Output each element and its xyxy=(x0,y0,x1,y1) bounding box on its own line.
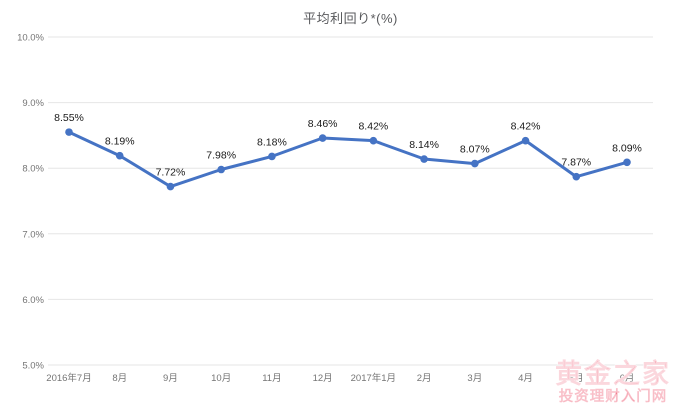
chart-title: 平均利回り*(%) xyxy=(303,11,398,26)
data-point[interactable] xyxy=(318,134,327,142)
x-axis-label: 6月 xyxy=(620,373,635,384)
x-axis-label: 5月 xyxy=(569,373,584,384)
y-axis-tick-label: 8.0% xyxy=(22,164,44,175)
data-point-label: 8.42% xyxy=(358,121,388,133)
y-axis-tick-label: 6.0% xyxy=(22,295,44,306)
data-point[interactable] xyxy=(166,182,175,191)
x-axis-label: 3月 xyxy=(467,373,482,384)
x-axis-label: 2017年1月 xyxy=(351,372,396,384)
x-axis-label: 9月 xyxy=(163,373,178,384)
data-point[interactable] xyxy=(217,165,225,174)
data-point-label: 8.55% xyxy=(54,112,84,124)
y-axis-tick-label: 7.0% xyxy=(22,229,44,240)
data-point[interactable] xyxy=(115,151,124,160)
x-axis-label: 2月 xyxy=(417,373,432,384)
data-point-label: 7.98% xyxy=(206,150,236,162)
x-axis-label: 11月 xyxy=(262,373,281,384)
data-point[interactable] xyxy=(268,152,276,161)
data-point-label: 7.87% xyxy=(561,157,591,169)
data-point-label: 8.07% xyxy=(460,144,490,156)
y-axis-tick-label: 9.0% xyxy=(22,98,44,109)
data-point[interactable] xyxy=(420,155,428,163)
y-axis-tick-label: 5.0% xyxy=(22,361,44,372)
series-line xyxy=(67,130,629,189)
x-axis-label: 10月 xyxy=(211,373,231,384)
data-point[interactable] xyxy=(369,136,378,145)
data-point[interactable] xyxy=(471,159,479,168)
data-point-label: 8.42% xyxy=(511,121,541,133)
data-point[interactable] xyxy=(623,158,631,167)
y-axis-tick-label: 10.0% xyxy=(17,33,44,44)
x-axis-label: 12月 xyxy=(313,373,333,384)
data-point-label: 8.14% xyxy=(409,139,439,151)
data-point[interactable] xyxy=(521,136,530,145)
data-point-label: 8.18% xyxy=(257,136,287,148)
data-point[interactable] xyxy=(65,128,73,136)
data-point-label: 8.19% xyxy=(105,136,135,148)
data-point-label: 7.72% xyxy=(156,167,186,179)
data-point[interactable] xyxy=(572,172,581,181)
x-axis-label: 4月 xyxy=(518,373,533,384)
data-point-label: 8.09% xyxy=(612,142,642,154)
x-axis-label: 8月 xyxy=(112,373,127,384)
data-point-label: 8.46% xyxy=(308,118,338,130)
x-axis-label: 2016年7月 xyxy=(46,372,91,384)
